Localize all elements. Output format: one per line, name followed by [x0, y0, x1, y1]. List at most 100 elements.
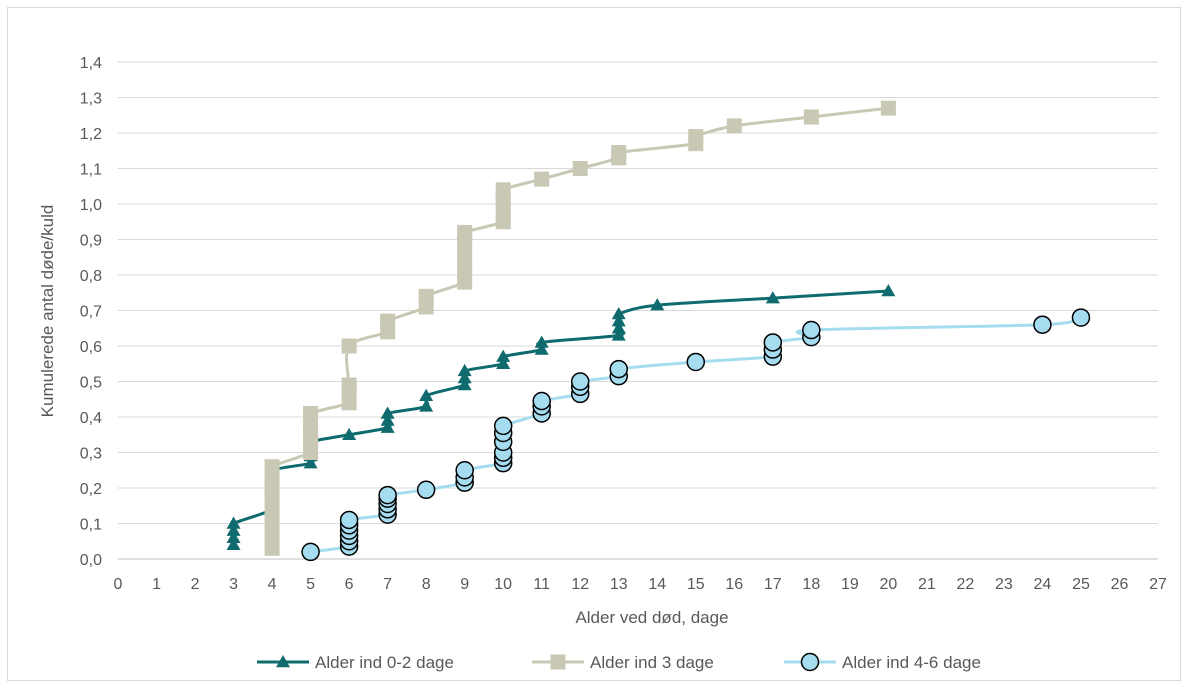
data-point: [763, 333, 783, 352]
x-tick-label: 26: [1111, 576, 1129, 593]
y-tick-label: 1,3: [80, 91, 102, 108]
data-point: [457, 378, 472, 391]
x-tick-label: 25: [1072, 576, 1090, 593]
x-tick-label: 0: [114, 576, 123, 593]
y-tick-label: 0,2: [80, 481, 102, 498]
x-tick-label: 4: [268, 576, 277, 593]
data-point: [380, 406, 395, 419]
x-tick-label: 24: [1034, 576, 1052, 593]
x-tick-label: 7: [383, 576, 392, 593]
data-point: [226, 516, 241, 529]
data-point: [572, 161, 588, 176]
x-tick-labels: 0 1 2 3 4 5 6 7 8 9 10 11 12 13 14 15 16 17 18 19 20 21 22 23 24…: [114, 576, 1167, 593]
data-point: [609, 359, 628, 379]
data-point: [570, 372, 590, 391]
x-tick-label: 6: [345, 576, 354, 593]
data-point: [496, 356, 511, 369]
data-point: [765, 291, 780, 304]
data-point: [226, 537, 241, 551]
y-tick-labels: 0,0 0,1 0,2 0,3 0,4 0,5 0,6 0,7 0,8 0,9 1,0 1,1 1,2 1…: [80, 55, 102, 569]
legend-marker: [800, 652, 820, 672]
data-point: [380, 420, 395, 433]
legend-item: Alder ind 0-2 dage: [257, 653, 454, 672]
data-point: [534, 335, 549, 348]
data-point: [496, 349, 511, 362]
data-point: [611, 307, 626, 320]
legend-label: Alder ind 3 dage: [590, 653, 714, 672]
data-point: [457, 224, 473, 240]
x-tick-label: 10: [494, 576, 512, 593]
y-tick-label: 0,3: [80, 446, 102, 463]
gridlines: [118, 61, 1158, 560]
y-tick-label: 0,6: [80, 339, 102, 356]
data-point: [455, 461, 474, 480]
y-axis-title: Kumulerede antal døde/kuld: [38, 205, 57, 418]
data-point: [301, 542, 320, 562]
x-tick-label: 9: [460, 576, 469, 593]
data-point: [611, 314, 626, 327]
x-tick-label: 11: [533, 576, 550, 593]
x-tick-label: 12: [571, 576, 589, 593]
data-point: [341, 338, 357, 354]
chart-frame: [7, 7, 1181, 681]
series-square: [264, 100, 896, 556]
data-point: [802, 320, 821, 340]
x-tick-label: 1: [152, 576, 161, 593]
data-point: [880, 100, 896, 116]
data-point: [380, 313, 396, 329]
data-point: [534, 342, 549, 355]
y-tick-label: 0,8: [80, 268, 102, 285]
data-point: [532, 391, 551, 411]
y-tick-label: 0,7: [80, 304, 102, 321]
data-point: [881, 283, 896, 297]
data-point: [342, 427, 357, 440]
y-tick-label: 0,9: [80, 233, 102, 250]
legend-item: Alder ind 4-6 dage: [784, 652, 981, 672]
data-point: [380, 413, 395, 426]
legend-label: Alder ind 0-2 dage: [315, 653, 454, 672]
series-layer: [226, 100, 1091, 562]
legend-marker: [276, 655, 290, 668]
y-tick-label: 0,1: [80, 517, 102, 534]
data-point: [1071, 308, 1091, 327]
y-tick-label: 0,0: [80, 552, 102, 569]
data-point: [264, 459, 280, 475]
y-tick-label: 0,5: [80, 375, 102, 392]
y-tick-label: 0,4: [80, 410, 102, 427]
x-tick-label: 15: [687, 576, 705, 593]
series-circle: [301, 308, 1091, 562]
data-point: [303, 456, 318, 469]
data-point: [1033, 315, 1052, 334]
legend-label: Alder ind 4-6 dage: [842, 653, 981, 672]
x-tick-label: 19: [841, 576, 859, 593]
data-point: [493, 416, 513, 436]
data-point: [339, 510, 359, 530]
x-tick-label: 23: [995, 576, 1013, 593]
data-point: [226, 530, 241, 543]
data-point: [341, 377, 357, 393]
data-point: [378, 485, 397, 505]
data-point: [611, 145, 627, 161]
data-point: [611, 328, 626, 341]
data-point: [726, 118, 742, 134]
x-tick-label: 17: [764, 576, 782, 593]
data-point: [419, 388, 434, 401]
y-tick-label: 1,2: [80, 126, 102, 143]
x-tick-label: 3: [229, 576, 238, 593]
data-point: [688, 129, 704, 145]
x-tick-label: 18: [802, 576, 820, 593]
x-tick-label: 2: [191, 576, 200, 593]
x-axis-title: Alder ved død, dage: [575, 608, 728, 627]
data-point: [457, 370, 472, 384]
data-point: [419, 399, 434, 412]
legend-marker: [550, 654, 566, 670]
x-tick-label: 27: [1149, 576, 1167, 593]
data-point: [226, 523, 241, 536]
data-point: [534, 171, 550, 187]
data-point: [686, 352, 706, 372]
legend-item: Alder ind 3 dage: [532, 653, 714, 672]
legend: Alder ind 0-2 dage Alder ind 3 dage Alder …: [257, 652, 981, 672]
series-line: [229, 289, 889, 545]
x-tick-label: 8: [422, 576, 431, 593]
